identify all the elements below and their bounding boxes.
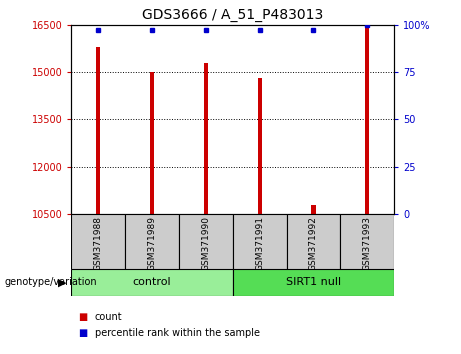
Bar [96, 47, 100, 214]
Bar [179, 214, 233, 269]
Bar [71, 214, 125, 269]
Text: count: count [95, 312, 122, 322]
Bar [233, 214, 287, 269]
Bar [204, 63, 208, 214]
Bar [287, 214, 340, 269]
Bar [365, 25, 369, 214]
Text: ▶: ▶ [59, 278, 67, 287]
Bar [311, 205, 316, 214]
Bar [258, 79, 262, 214]
Text: ■: ■ [78, 328, 88, 338]
Bar [150, 72, 154, 214]
Text: GSM371988: GSM371988 [94, 216, 103, 271]
Title: GDS3666 / A_51_P483013: GDS3666 / A_51_P483013 [142, 8, 324, 22]
Text: SIRT1 null: SIRT1 null [286, 277, 341, 287]
Text: GSM371990: GSM371990 [201, 216, 210, 271]
Bar [340, 214, 394, 269]
Text: GSM371991: GSM371991 [255, 216, 264, 271]
Text: control: control [133, 277, 171, 287]
Text: GSM371989: GSM371989 [148, 216, 157, 271]
Text: percentile rank within the sample: percentile rank within the sample [95, 328, 260, 338]
Bar [233, 269, 394, 296]
Text: GSM371992: GSM371992 [309, 216, 318, 271]
Text: genotype/variation: genotype/variation [5, 278, 97, 287]
Text: GSM371993: GSM371993 [363, 216, 372, 271]
Text: ■: ■ [78, 312, 88, 322]
Bar [71, 269, 233, 296]
Bar [125, 214, 179, 269]
